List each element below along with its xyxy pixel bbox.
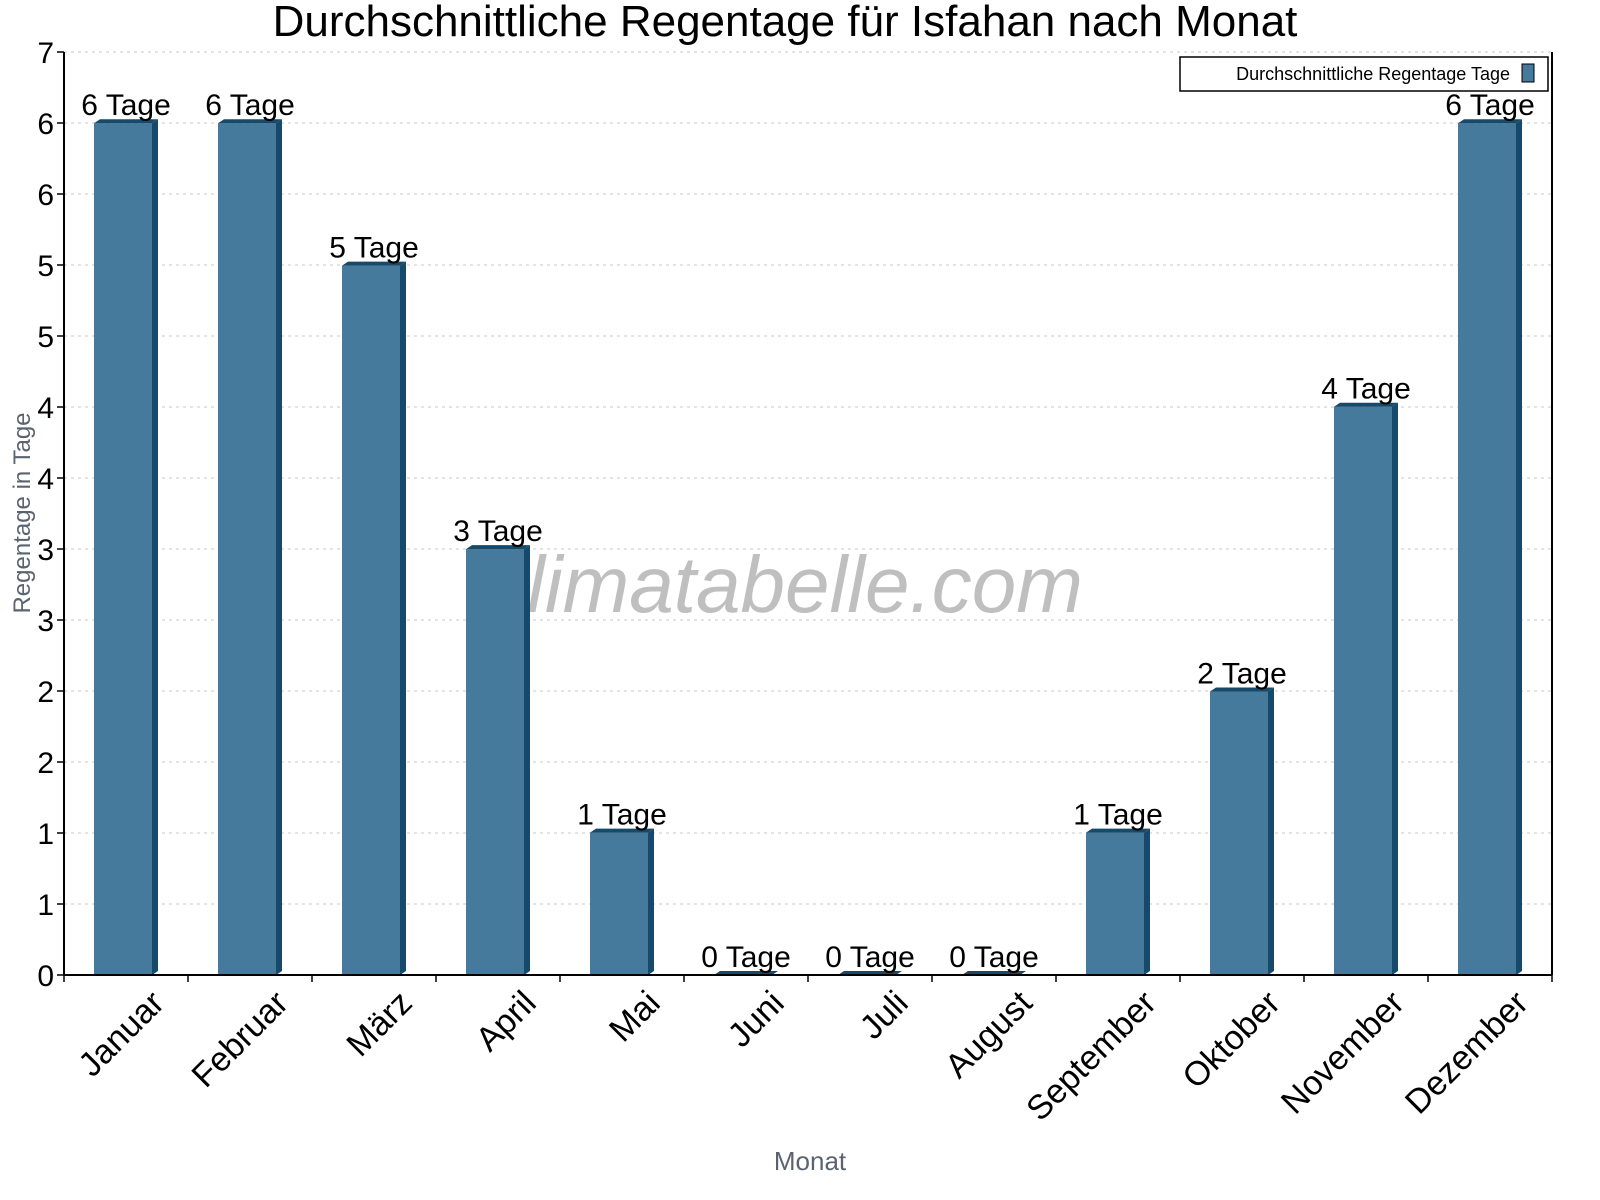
- bar-series: 6 Tage 6 Tage 5 Tage 3 Tage 1 Tage 0 Tage 0 Ta…: [81, 89, 1535, 976]
- y-tick-label: 6: [37, 179, 54, 212]
- x-tick-label: Dezember: [1398, 984, 1536, 1122]
- bar-value-label: 6 Tage: [205, 89, 295, 122]
- y-tick-label: 4: [37, 463, 54, 496]
- legend-label: Durchschnittliche Regentage Tage: [1236, 64, 1510, 84]
- x-tick-label: August: [938, 983, 1040, 1085]
- bar-value-label: 3 Tage: [453, 515, 543, 548]
- gridlines: [64, 51, 1552, 905]
- bar-januar: 6 Tage: [81, 89, 171, 975]
- bar-februar: 6 Tage: [205, 89, 295, 975]
- bar-value-label: 1 Tage: [1073, 799, 1163, 832]
- y-tick-label: 1: [37, 818, 54, 851]
- chart-title: Durchschnittliche Regentage für Isfahan …: [273, 0, 1298, 46]
- bar-september: 1 Tage: [1073, 799, 1163, 975]
- bar-value-label: 0 Tage: [825, 941, 915, 974]
- y-tick-label: 7: [37, 37, 54, 70]
- y-axis-title: Regentage in Tage: [9, 412, 36, 613]
- y-tick-label: 1: [37, 889, 54, 922]
- bar-oktober: 2 Tage: [1197, 658, 1287, 975]
- bar-november: 4 Tage: [1321, 373, 1411, 976]
- bar-value-label: 1 Tage: [577, 799, 667, 832]
- y-tick-label: 3: [37, 605, 54, 638]
- x-axis-title: Monat: [774, 1146, 847, 1176]
- x-tick-label: September: [1019, 984, 1163, 1128]
- x-tick-label: April: [469, 984, 544, 1059]
- bar-value-label: 0 Tage: [701, 941, 791, 974]
- y-tick-label: 5: [37, 250, 54, 283]
- x-tick-label: Mai: [602, 984, 668, 1050]
- x-tick-label: März: [339, 984, 419, 1064]
- bar-juni: 0 Tage: [701, 941, 791, 975]
- bar-value-label: 6 Tage: [81, 89, 171, 122]
- bar-value-label: 0 Tage: [949, 941, 1039, 974]
- legend: Durchschnittliche Regentage Tage: [1179, 56, 1549, 92]
- bar-august: 0 Tage: [949, 941, 1039, 975]
- y-tick-label: 2: [37, 676, 54, 709]
- legend-swatch: [1521, 63, 1535, 83]
- bar-april: 3 Tage: [453, 515, 543, 975]
- x-tick-label: Oktober: [1175, 984, 1287, 1096]
- bar-mai: 1 Tage: [577, 799, 667, 975]
- bar-juli: 0 Tage: [825, 941, 915, 975]
- bar-value-label: 2 Tage: [1197, 658, 1287, 691]
- y-axis-ticks: 0 1 1 2 2 3 3 4 4 5 5 6 6 7: [37, 37, 64, 993]
- y-tick-label: 0: [37, 960, 54, 993]
- x-tick-label: Februar: [185, 984, 296, 1095]
- x-axis-ticks: Januar Februar März April Mai Juni Juli AugustS…: [63, 975, 1553, 1128]
- y-tick-label: 5: [37, 321, 54, 354]
- legend-box: [1179, 56, 1549, 92]
- watermark: klimatabelle.com: [487, 540, 1083, 629]
- y-tick-label: 6: [37, 108, 54, 141]
- x-tick-label: Januar: [71, 984, 171, 1084]
- bar-value-label: 4 Tage: [1321, 373, 1411, 406]
- bar-dezember: 6 Tage: [1445, 89, 1535, 975]
- y-tick-label: 3: [37, 534, 54, 567]
- y-tick-label: 4: [37, 392, 54, 425]
- bar-märz: 5 Tage: [329, 232, 419, 975]
- bar-value-label: 5 Tage: [329, 232, 419, 265]
- x-tick-label: Juni: [721, 984, 792, 1055]
- axes: [63, 52, 1553, 976]
- y-tick-label: 2: [37, 747, 54, 780]
- x-tick-label: Juli: [853, 984, 916, 1047]
- x-tick-label: November: [1274, 984, 1412, 1122]
- bar-value-label: 6 Tage: [1445, 89, 1535, 122]
